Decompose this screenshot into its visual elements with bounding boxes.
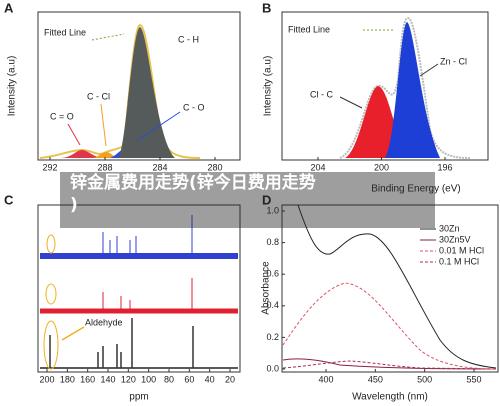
highlight — [43, 320, 59, 370]
y-tick-label: 0.4 — [266, 300, 279, 310]
peak-c-cl — [92, 152, 120, 158]
overlay-title: ) — [70, 195, 78, 215]
x-tick-label: 200 — [374, 162, 389, 172]
x-tick-label: 160 — [80, 374, 95, 384]
x-tick-label: 20 — [225, 374, 235, 384]
arrow — [100, 103, 107, 147]
panel-label: B — [262, 0, 271, 15]
x-axis-label: ppm — [129, 392, 148, 403]
curve-30zn — [297, 204, 497, 369]
x-tick-label: 292 — [42, 162, 57, 172]
legend-label: 30Zn5V — [439, 234, 471, 244]
curve-01m — [282, 360, 497, 370]
peak-label: C - O — [183, 102, 205, 112]
legend-label: Fitted Line — [288, 24, 330, 34]
x-tick-label: 140 — [100, 374, 115, 384]
peak-c-o-double — [60, 150, 104, 158]
peak-zn-cl — [385, 22, 440, 158]
y-tick-label: 0.0 — [266, 363, 279, 373]
legend-line — [91, 33, 125, 41]
spectrum-peaks — [102, 215, 193, 256]
panel-label: C — [4, 192, 14, 207]
x-tick-label: 550 — [466, 374, 481, 384]
x-tick-label: 284 — [152, 162, 167, 172]
y-axis-label: Intensity (a.u) — [263, 56, 274, 117]
x-tick-label: 120 — [121, 374, 136, 384]
legend-label: Fitted Line — [44, 27, 86, 37]
annotation: Aldehyde — [85, 317, 123, 327]
x-axis-label: Wavelength (nm) — [352, 392, 428, 403]
curve-001m — [282, 282, 497, 370]
x-tick-label: 288 — [97, 162, 112, 172]
arrow — [61, 326, 85, 341]
peak-label: C = O — [50, 111, 74, 121]
y-axis-label: Intensity (a.u) — [7, 56, 18, 117]
legend-label: 30Zn — [439, 223, 460, 233]
x-tick-label: 280 — [207, 162, 222, 172]
spectrum-peaks — [49, 318, 194, 368]
x-tick-label: 204 — [310, 162, 325, 172]
y-tick-label: 1.0 — [266, 205, 279, 215]
legend-label: 0.01 M HCl — [439, 245, 484, 255]
overlay-banner: 锌金属费用走势(锌今日费用走势 ) — [60, 172, 435, 228]
x-tick-label: 450 — [368, 374, 383, 384]
panel-label: D — [262, 192, 271, 207]
x-tick-label: 200 — [39, 374, 54, 384]
x-tick-label: 500 — [417, 374, 432, 384]
peak-label: C - Cl — [87, 91, 110, 101]
x-tick-label: 180 — [60, 374, 75, 384]
arrow — [339, 96, 363, 109]
peak-label: C - H — [178, 34, 199, 44]
x-tick-label: 80 — [164, 374, 174, 384]
highlight — [46, 234, 56, 254]
overlay-title: 锌金属费用走势(锌今日费用走势 — [70, 173, 316, 193]
y-tick-label: 0.8 — [266, 237, 279, 247]
arrow — [137, 111, 181, 141]
peak-label: Cl - C — [310, 89, 333, 99]
highlight — [45, 283, 57, 305]
x-tick-label: 100 — [141, 374, 156, 384]
x-tick-label: 60 — [184, 374, 194, 384]
y-tick-label: 0.6 — [266, 269, 279, 279]
x-tick-label: 400 — [318, 374, 333, 384]
legend-label: 0.1 M HCl — [439, 256, 479, 266]
spectrum-peaks — [102, 278, 193, 311]
x-tick-label: 40 — [205, 374, 215, 384]
x-tick-label: 196 — [437, 162, 452, 172]
y-axis-label: Absorbance — [261, 261, 272, 315]
peak-label: Zn - Cl — [440, 56, 467, 66]
plot-frame — [37, 204, 241, 373]
panel-label: A — [4, 0, 14, 15]
plot-frame — [281, 204, 499, 373]
x-axis-label: Binding Energy (eV) — [371, 184, 461, 195]
arrow — [67, 123, 81, 146]
y-tick-label: 0.2 — [266, 332, 279, 342]
arrow — [419, 63, 439, 77]
